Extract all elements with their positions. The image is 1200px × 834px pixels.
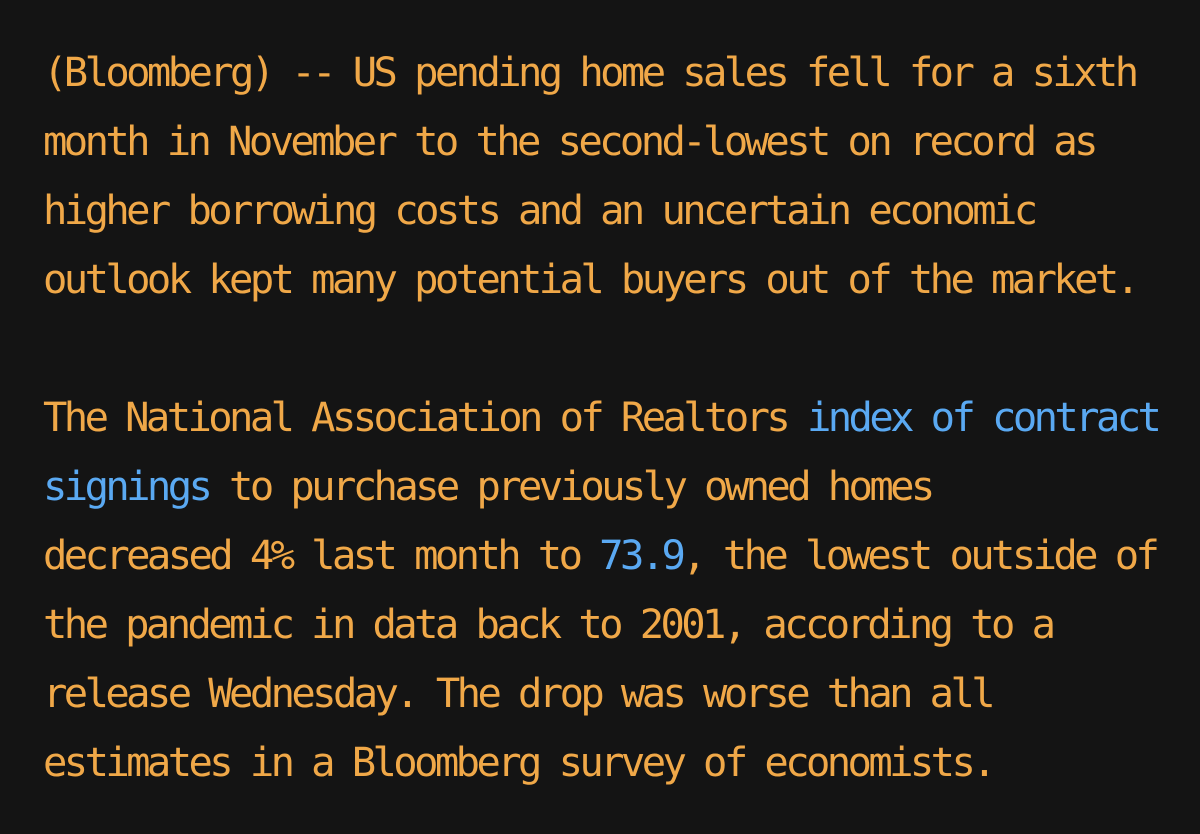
paragraph-2-line-2: signings to purchase previously owned ho…	[43, 452, 1183, 521]
paragraph-2: The National Association of Realtors ind…	[43, 383, 1183, 797]
paragraph-1-line-1: (Bloomberg) -- US pending home sales fel…	[43, 48, 1139, 96]
index-of-contract-signings-link[interactable]: index of contract	[806, 393, 1162, 441]
paragraph-2-line-4: the pandemic in data back to 2001, accor…	[43, 600, 1056, 648]
index-value-link[interactable]: 73.9	[599, 531, 686, 579]
paragraph-2-line-5: release Wednesday. The drop was worse th…	[43, 669, 996, 717]
paragraph-1: (Bloomberg) -- US pending home sales fel…	[43, 38, 1183, 314]
paragraph-1-line-4: outlook kept many potential buyers out o…	[43, 255, 1140, 303]
paragraph-2-line-3: decreased 4% last month to 73.9, the low…	[43, 521, 1183, 590]
article-body: (Bloomberg) -- US pending home sales fel…	[43, 38, 1183, 797]
paragraph-2-line-6: estimates in a Bloomberg survey of econo…	[43, 738, 997, 786]
paragraph-gap	[43, 314, 1183, 383]
paragraph-2-text: decreased 4% last month to	[43, 531, 600, 579]
paragraph-2-text: The National Association of Realtors	[43, 393, 807, 441]
paragraph-1-line-2: month in November to the second-lowest o…	[43, 117, 1099, 165]
paragraph-1-line-3: higher borrowing costs and an uncertain …	[43, 186, 1038, 234]
paragraph-2-line-1: The National Association of Realtors ind…	[43, 383, 1183, 452]
paragraph-2-text: , the lowest outside of	[682, 531, 1160, 579]
paragraph-2-text: to purchase previously owned homes	[209, 462, 935, 510]
index-of-contract-signings-link-continued[interactable]: signings	[43, 462, 213, 510]
